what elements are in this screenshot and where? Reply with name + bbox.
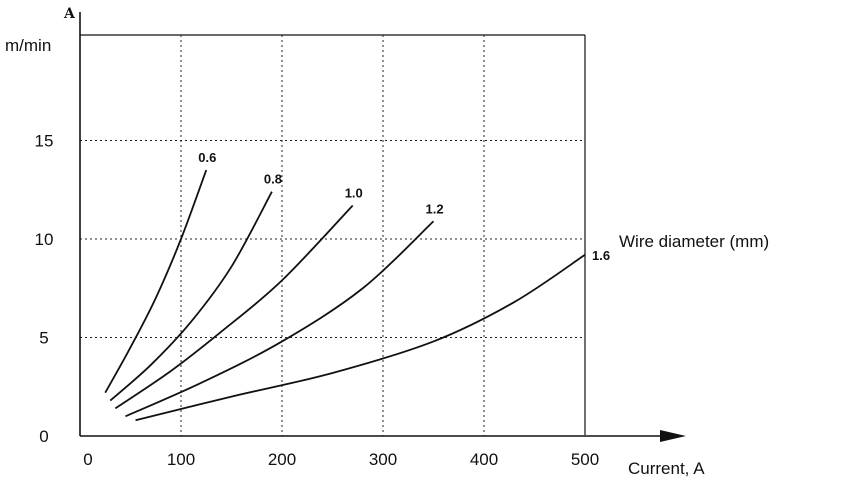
- curve-0-6: [104, 169, 208, 394]
- curve-label-1-6: 1.6: [592, 248, 610, 263]
- x-tick-labels: 0 100 200 300 400 500: [83, 450, 599, 469]
- y-axis-top-mark: A: [63, 6, 76, 22]
- x-tick-0: 0: [83, 450, 92, 469]
- y-tick-0: 0: [39, 427, 48, 446]
- y-axis-label: m/min: [5, 36, 51, 55]
- wire-diameter-curves: [104, 169, 586, 422]
- curve-label-0-8: 0.8: [264, 172, 282, 187]
- x-tick-300: 300: [369, 450, 397, 469]
- curve-label-0-6: 0.6: [198, 150, 216, 165]
- y-tick-15: 15: [35, 132, 54, 151]
- x-axis-label: Current, A: [628, 459, 705, 478]
- x-axis-arrowhead: [660, 430, 686, 442]
- x-tick-200: 200: [268, 450, 296, 469]
- x-tick-500: 500: [571, 450, 599, 469]
- legend-title: Wire diameter (mm): [619, 232, 769, 251]
- curve-label-1-2: 1.2: [426, 201, 444, 216]
- y-tick-5: 5: [39, 329, 48, 348]
- curve-1-6: [135, 254, 586, 422]
- x-tick-400: 400: [470, 450, 498, 469]
- grid-lines: [80, 35, 585, 436]
- curve-1-2: [125, 220, 435, 418]
- y-tick-10: 10: [35, 230, 54, 249]
- curve-0-8: [109, 191, 273, 402]
- curve-labels: 0.6 0.8 1.0 1.2 1.6: [198, 150, 610, 263]
- x-tick-100: 100: [167, 450, 195, 469]
- y-tick-labels: 0 5 10 15: [35, 132, 54, 447]
- curve-1-0: [114, 204, 354, 410]
- curve-label-1-0: 1.0: [345, 186, 363, 201]
